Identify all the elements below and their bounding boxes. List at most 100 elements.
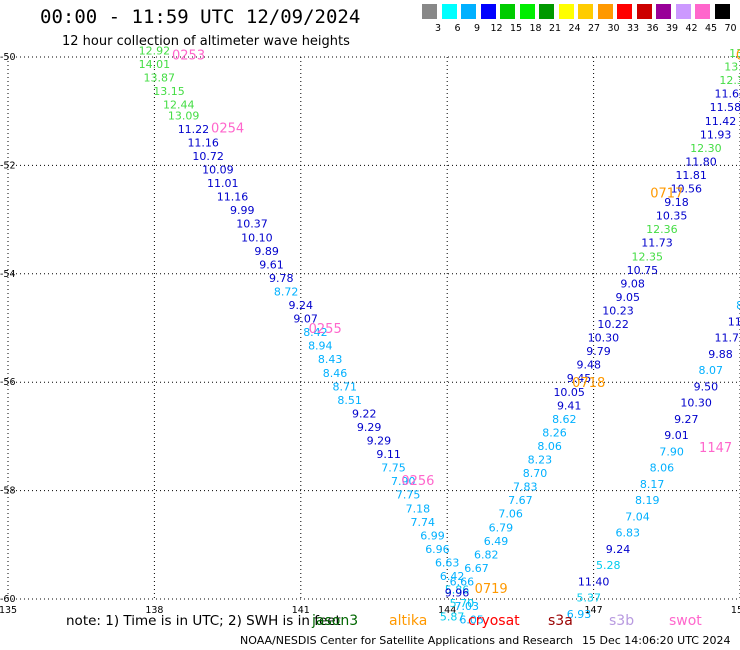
scale-label: 33 (626, 23, 640, 34)
swh-value: 8.19 (635, 494, 660, 507)
swh-value: 10.10 (241, 231, 273, 244)
scale-label: 30 (607, 23, 620, 34)
x-tick-label: 135 (0, 605, 17, 616)
swh-value: 8.71 (332, 380, 357, 393)
swh-value: 7.67 (508, 494, 533, 507)
swh-value: 8.07 (698, 364, 723, 377)
scale-swatch (714, 4, 730, 19)
y-tick-label: -58 (0, 486, 16, 497)
swh-value: 11.64 (714, 88, 740, 101)
x-tick-label: 138 (145, 605, 163, 616)
scale-label: 24 (568, 23, 581, 34)
swh-value: 5.70 (450, 597, 475, 610)
swh-value: 6.83 (616, 527, 641, 540)
swh-value: 9.18 (664, 196, 689, 209)
page-title: 00:00 - 11:59 UTC 12/09/2024 (40, 6, 361, 28)
swh-value: 6.96 (425, 543, 450, 556)
swh-value: 9.88 (708, 348, 733, 361)
swh-value: 6.66 (450, 575, 475, 588)
satellite-altika: altika (389, 613, 428, 629)
swh-value: 8.26 (542, 426, 567, 439)
swh-value: 9.41 (557, 399, 582, 412)
swh-value: 11.75 (714, 332, 740, 345)
scale-label: 27 (587, 23, 601, 34)
swh-value: 9.99 (230, 204, 255, 217)
swh-value: 7.18 (406, 502, 431, 515)
scale-swatch (617, 4, 632, 19)
swh-value: 12.36 (646, 223, 678, 236)
scale-swatch (656, 4, 671, 19)
scale-label: 18 (529, 23, 542, 34)
swh-value: 10.09 (202, 164, 234, 177)
swh-value: 7.90 (391, 475, 416, 488)
swh-value: 13.81 (724, 61, 740, 74)
swh-value: 9.08 (620, 277, 645, 290)
x-tick-label: 150 (731, 605, 740, 616)
swh-value: 8.62 (552, 413, 577, 426)
scale-label: 15 (509, 23, 523, 34)
swh-value: 6.67 (464, 562, 489, 575)
swh-value: 8.72 (274, 285, 299, 298)
time-label: 1147 (699, 441, 732, 456)
scale-swatch (539, 4, 554, 19)
scale-swatch (441, 4, 457, 19)
satellite-s3b: s3b (609, 613, 635, 629)
swh-value: 9.61 (259, 258, 284, 271)
scale-swatch (558, 4, 574, 19)
swh-value: 9.11 (376, 448, 401, 461)
swh-value: 9.22 (352, 407, 377, 420)
swh-value: 13.09 (168, 109, 200, 122)
scale-label: 45 (704, 23, 718, 34)
scale-label: 42 (685, 23, 698, 34)
satellite-s3a: s3a (548, 613, 573, 629)
y-tick-label: -60 (0, 594, 16, 605)
swh-value: 9.07 (293, 313, 318, 326)
x-tick-label: 147 (585, 605, 603, 616)
swh-value: 10.23 (602, 304, 634, 317)
swh-value: 10.05 (553, 386, 585, 399)
swh-value: 6.63 (435, 556, 460, 569)
scale-swatch (461, 4, 476, 19)
swh-value: 9.24 (606, 543, 631, 556)
scale-swatch (675, 4, 691, 19)
time-label: 0253 (172, 48, 205, 63)
swh-value: 6.82 (474, 548, 499, 561)
swh-value: 8.70 (523, 467, 548, 480)
swh-value: 11.80 (685, 155, 717, 168)
time-label: 0718 (572, 376, 605, 391)
scale-swatch (636, 4, 652, 19)
swh-value: 7.75 (381, 462, 406, 475)
x-tick-label: 144 (438, 605, 456, 616)
swh-value: 9.79 (586, 345, 611, 358)
swh-value: 11.16 (217, 191, 249, 204)
swh-value: 9.45 (567, 372, 592, 385)
swh-value: 9.78 (269, 272, 294, 285)
swh-value: 5.28 (596, 559, 621, 572)
scale-swatch (500, 4, 515, 19)
time-label: 0719 (475, 582, 508, 597)
swh-value: 7.06 (498, 508, 523, 521)
swh-value: 6.49 (484, 535, 509, 548)
swh-value: 11.81 (675, 169, 707, 182)
swh-value: 5.86 (445, 584, 470, 597)
footer-note: note: 1) Time is in UTC; 2) SWH is in fe… (66, 613, 341, 629)
swh-value: 9.29 (367, 435, 392, 448)
swh-value: 10.30 (588, 332, 620, 345)
swh-value: 8.17 (640, 478, 665, 491)
swh-value: 7.75 (396, 489, 421, 502)
swh-value: 12.30 (690, 142, 722, 155)
scale-label: 12 (490, 23, 503, 34)
swh-value: 8.51 (337, 394, 362, 407)
swh-value: 9.48 (576, 359, 601, 372)
swh-value: 10.30 (680, 397, 712, 410)
swh-value: 5.37 (576, 592, 601, 605)
scale-label: 39 (665, 23, 679, 34)
swh-value: 12.33 (719, 74, 740, 87)
swh-value: 11.42 (705, 115, 737, 128)
scale-label: 36 (646, 23, 659, 34)
swh-value: 12.92 (139, 44, 171, 57)
swh-value: 7.04 (625, 510, 650, 523)
swh-value: 6.99 (420, 529, 445, 542)
